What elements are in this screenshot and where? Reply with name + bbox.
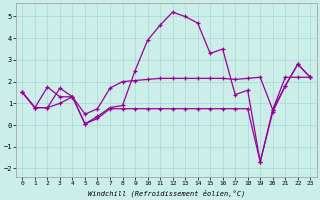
X-axis label: Windchill (Refroidissement éolien,°C): Windchill (Refroidissement éolien,°C)	[88, 189, 245, 197]
